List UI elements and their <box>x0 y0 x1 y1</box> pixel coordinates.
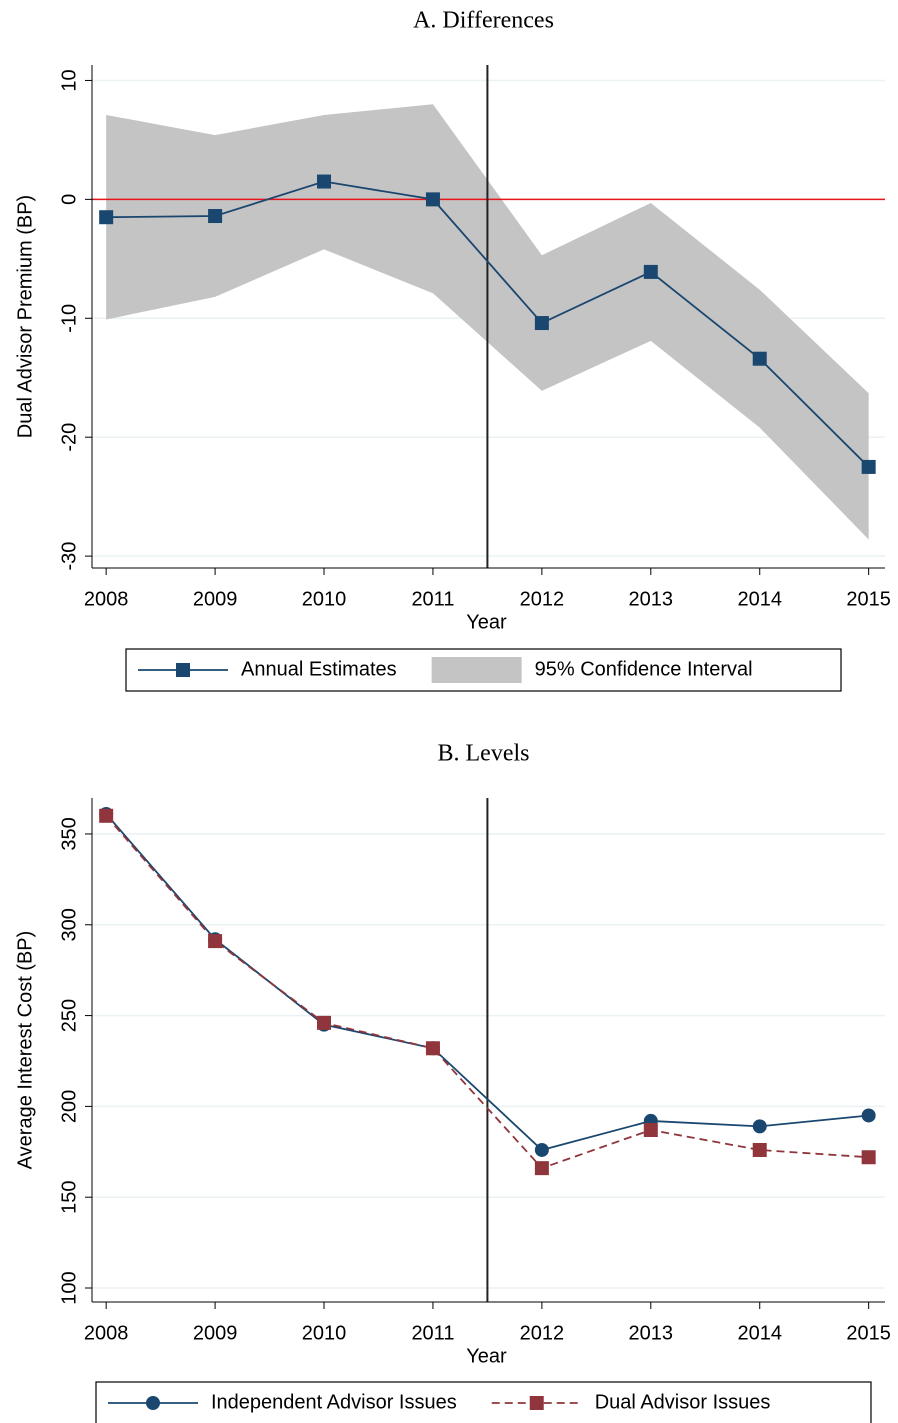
point <box>752 351 767 366</box>
y-tick-label: -10 <box>58 304 80 333</box>
legend-label: Dual Advisor Issues <box>595 1391 771 1413</box>
chart-title: B. Levels <box>438 741 530 767</box>
legend-marker <box>176 663 190 677</box>
point <box>99 808 114 823</box>
legend-swatch <box>431 657 522 683</box>
x-axis-label: Year <box>466 611 507 633</box>
point <box>534 1142 549 1157</box>
point <box>317 174 332 189</box>
series-line <box>106 180 870 468</box>
x-tick-label: 2008 <box>84 1322 129 1344</box>
legend-box <box>95 1381 872 1423</box>
chart: A. Differences -30 -20 -10 0 10 2008 2009 2010 20… <box>14 8 891 692</box>
x-tick-label: 2011 <box>411 588 454 610</box>
legend-marker <box>529 1396 544 1410</box>
x-tick-label: 2013 <box>629 588 674 610</box>
y-axis-label: Dual Advisor Premium (BP) <box>14 195 36 438</box>
point <box>425 1041 440 1056</box>
series-line <box>105 815 869 1170</box>
chart-title: A. Differences <box>413 8 554 34</box>
legend-label: 95% Confidence Interval <box>535 658 753 680</box>
y-tick-label: 0 <box>58 194 80 205</box>
y-tick-label: -30 <box>58 542 80 571</box>
x-tick-label: 2012 <box>520 588 565 610</box>
point <box>99 210 114 225</box>
y-tick-label: 250 <box>58 999 80 1032</box>
point <box>643 1123 658 1138</box>
point <box>861 459 876 474</box>
x-tick-label: 2014 <box>737 588 782 610</box>
y-axis-label: Average Interest Cost (BP) <box>14 931 36 1170</box>
y-tick-label: 200 <box>58 1090 80 1123</box>
x-axis-label: Year <box>466 1345 507 1367</box>
point <box>752 1142 767 1157</box>
y-tick-label: 100 <box>58 1271 80 1304</box>
x-tick-label: 2011 <box>411 1322 454 1344</box>
y-tick-label: 300 <box>58 908 80 941</box>
point <box>208 934 223 949</box>
x-tick-label: 2009 <box>193 588 238 610</box>
series-line <box>105 813 869 1151</box>
point <box>534 316 549 331</box>
point <box>643 264 658 279</box>
x-tick-label: 2015 <box>846 588 891 610</box>
point <box>425 192 440 207</box>
y-tick-label: 350 <box>58 817 80 850</box>
point <box>861 1108 876 1123</box>
y-tick-label: 10 <box>58 69 80 91</box>
y-tick-label: 150 <box>58 1181 80 1214</box>
legend-label: Independent Advisor Issues <box>211 1391 457 1413</box>
x-tick-label: 2015 <box>846 1322 891 1344</box>
x-tick-label: 2010 <box>302 588 347 610</box>
point <box>534 1161 549 1176</box>
x-tick-label: 2010 <box>302 1322 347 1344</box>
point <box>208 209 223 224</box>
legend-label: Annual Estimates <box>241 658 397 680</box>
x-tick-label: 2012 <box>520 1322 565 1344</box>
chart: B. Levels 100 150 200 250 300 350 2008 2009 2010 2… <box>14 741 891 1423</box>
x-tick-label: 2009 <box>193 1322 238 1344</box>
legend-marker <box>146 1396 160 1410</box>
point <box>317 1015 332 1030</box>
x-tick-label: 2013 <box>629 1322 674 1344</box>
x-tick-label: 2014 <box>737 1322 782 1344</box>
point <box>861 1150 876 1165</box>
x-tick-label: 2008 <box>84 588 129 610</box>
y-tick-label: -20 <box>58 423 80 452</box>
point <box>752 1119 767 1134</box>
